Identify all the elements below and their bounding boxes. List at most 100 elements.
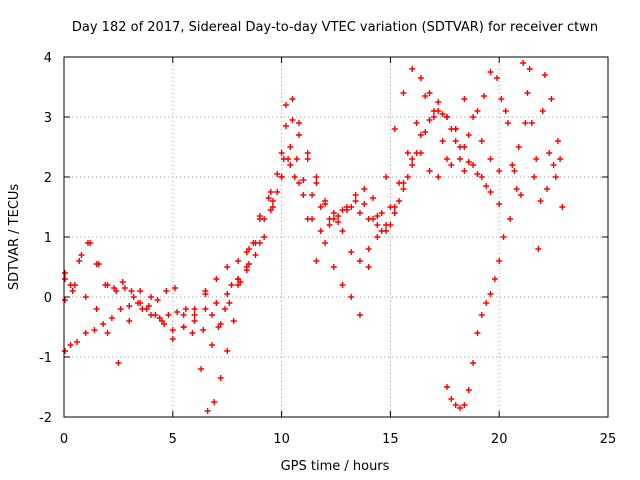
chart-title: Day 182 of 2017, Sidereal Day-to-day VTE… <box>72 20 598 35</box>
y-axis-label: SDTVAR / TECUs <box>7 184 22 291</box>
grid <box>64 57 608 417</box>
y-tick-label: -2 <box>39 411 52 426</box>
data-point <box>439 138 446 144</box>
data-points <box>62 60 566 414</box>
data-point <box>374 234 381 240</box>
data-point <box>139 306 146 312</box>
data-point <box>465 132 472 138</box>
data-point <box>104 330 111 336</box>
data-point <box>226 300 233 306</box>
data-point <box>217 375 224 381</box>
data-point <box>224 264 231 270</box>
data-point <box>224 348 231 354</box>
data-point <box>554 138 561 144</box>
data-point <box>282 102 289 108</box>
data-point <box>69 288 76 294</box>
data-point <box>528 120 535 126</box>
data-point <box>457 405 464 411</box>
data-point <box>409 66 416 72</box>
data-point <box>374 213 381 219</box>
y-tick-label: 4 <box>44 51 52 66</box>
y-tick-label: 3 <box>44 111 52 126</box>
data-point <box>326 222 333 228</box>
data-point <box>261 234 268 240</box>
data-point <box>335 213 342 219</box>
data-point <box>439 111 446 117</box>
data-point <box>174 309 181 315</box>
data-point <box>296 120 303 126</box>
data-point <box>78 252 85 258</box>
data-point <box>62 276 68 282</box>
data-point <box>287 144 294 150</box>
data-point <box>230 318 237 324</box>
data-point <box>128 288 135 294</box>
data-point <box>413 120 420 126</box>
data-point <box>535 246 542 252</box>
data-point <box>517 192 524 198</box>
data-point <box>465 159 472 165</box>
data-point <box>361 186 368 192</box>
data-point <box>189 330 196 336</box>
data-point <box>478 312 485 318</box>
y-tick-label: -1 <box>39 351 52 366</box>
data-point <box>430 114 437 120</box>
x-tick-label: 5 <box>169 432 177 447</box>
data-point <box>496 201 503 207</box>
data-point <box>391 126 398 132</box>
data-point <box>111 285 118 291</box>
data-point <box>511 168 518 174</box>
data-point <box>461 168 468 174</box>
data-point <box>457 156 464 162</box>
data-point <box>470 162 477 168</box>
data-point <box>339 282 346 288</box>
data-point <box>180 312 187 318</box>
data-point <box>400 186 407 192</box>
data-point <box>369 216 376 222</box>
data-point <box>237 279 244 285</box>
data-point <box>208 342 215 348</box>
data-point <box>559 204 566 210</box>
data-point <box>211 399 218 405</box>
data-point <box>435 99 442 105</box>
data-point <box>452 126 459 132</box>
data-point <box>422 129 429 135</box>
data-point <box>62 270 68 276</box>
data-point <box>541 72 548 78</box>
data-point <box>507 216 514 222</box>
data-point <box>126 318 133 324</box>
data-point <box>487 189 494 195</box>
data-point <box>452 138 459 144</box>
data-point <box>256 213 263 219</box>
data-point <box>504 120 511 126</box>
data-point <box>491 276 498 282</box>
data-point <box>550 162 557 168</box>
data-point <box>496 258 503 264</box>
data-point <box>474 108 481 114</box>
data-point <box>478 138 485 144</box>
data-point <box>352 192 359 198</box>
data-point <box>313 258 320 264</box>
data-point <box>487 69 494 75</box>
data-point <box>322 240 329 246</box>
data-point <box>474 330 481 336</box>
data-point <box>365 264 372 270</box>
data-point <box>261 216 268 222</box>
data-point <box>102 282 109 288</box>
y-tick-label: 2 <box>44 171 52 186</box>
data-point <box>148 312 155 318</box>
data-point <box>256 240 263 246</box>
data-point <box>330 264 337 270</box>
data-point <box>378 228 385 234</box>
data-point <box>228 282 235 288</box>
data-point <box>417 132 424 138</box>
data-point <box>67 342 74 348</box>
data-point <box>417 75 424 81</box>
data-point <box>330 216 337 222</box>
data-point <box>465 387 472 393</box>
data-point <box>91 327 98 333</box>
data-point <box>552 174 559 180</box>
data-point <box>191 312 198 318</box>
x-axis-label: GPS time / hours <box>281 459 390 474</box>
data-point <box>487 291 494 297</box>
data-point <box>330 210 337 216</box>
